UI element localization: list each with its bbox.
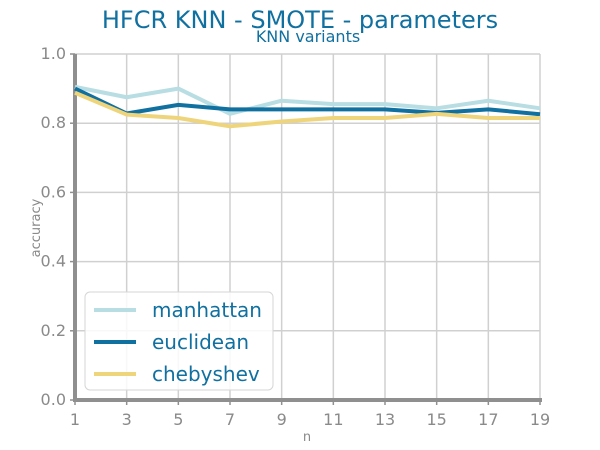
y-tick-label: 0.8 (41, 113, 66, 132)
legend: manhattan euclidean chebyshev (84, 291, 274, 391)
y-tick-labels: 0.0 0.2 0.4 0.6 0.8 1.0 (41, 44, 66, 409)
x-tick-label: 17 (478, 410, 498, 429)
x-tick-label: 15 (426, 410, 446, 429)
x-tick-labels: 1 3 5 7 9 11 13 15 17 19 (70, 410, 550, 429)
y-tick-label: 1.0 (41, 44, 66, 63)
x-tick-label: 19 (530, 410, 550, 429)
y-tick-label: 0.0 (41, 390, 66, 409)
axes (70, 53, 542, 405)
y-tick-label: 0.2 (41, 321, 66, 340)
chart-subtitle: KNN variants (256, 27, 360, 46)
x-tick-label: 7 (225, 410, 235, 429)
x-tick-label: 3 (122, 410, 132, 429)
y-tick-label: 0.4 (41, 252, 66, 271)
legend-label-manhattan: manhattan (152, 298, 262, 322)
chart-title: HFCR KNN - SMOTE - parameters (102, 6, 498, 34)
x-tick-label: 13 (375, 410, 395, 429)
x-tick-label: 9 (277, 410, 287, 429)
series-line-euclidean (74, 86, 541, 117)
series-lines (74, 84, 541, 129)
x-tick-label: 1 (70, 410, 80, 429)
y-tick-label: 0.6 (41, 182, 66, 201)
legend-box (84, 291, 274, 391)
series-line-chebyshev (74, 90, 540, 129)
y-axis-label: accuracy (29, 198, 44, 257)
x-tick-label: 11 (323, 410, 343, 429)
legend-label-chebyshev: chebyshev (152, 362, 260, 386)
x-tick-label: 5 (173, 410, 183, 429)
x-axis-label: n (303, 430, 311, 445)
legend-label-euclidean: euclidean (152, 330, 249, 354)
series-line-manhattan (74, 84, 541, 116)
